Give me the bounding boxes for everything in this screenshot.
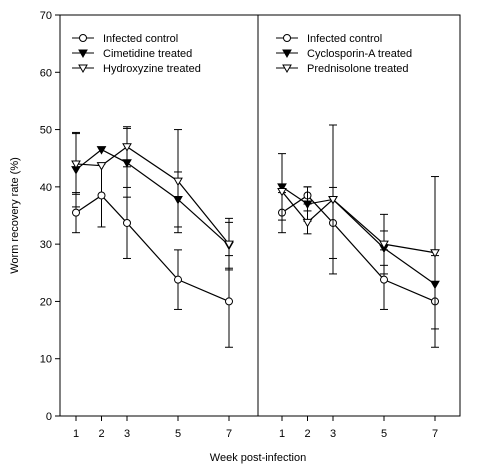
data-point-hydroxyzine-treated xyxy=(122,143,132,152)
y-tick-label: 50 xyxy=(40,125,52,137)
y-tick-label: 10 xyxy=(40,354,52,366)
legend-marker xyxy=(79,34,87,42)
data-point-prednisolone-treated xyxy=(430,249,440,258)
data-point-infected-control xyxy=(174,275,182,284)
legend-entry: Cimetidine treated xyxy=(103,48,192,60)
data-point-cyclosporin-a-treated xyxy=(277,183,287,192)
legend-marker xyxy=(282,64,292,74)
x-tick-label: 1 xyxy=(279,428,285,440)
legend-entry: Infected control xyxy=(103,33,178,45)
x-tick-label: 7 xyxy=(226,428,232,440)
legend-entry: Prednisolone treated xyxy=(307,63,409,75)
series-line-infected-control xyxy=(75,194,230,302)
legend-entry: Infected control xyxy=(307,33,382,45)
x-tick-label: 7 xyxy=(432,428,438,440)
y-tick-label: 30 xyxy=(40,239,52,251)
x-axis: 1 2 3 5 7 1 2 3 5 7 xyxy=(73,416,438,440)
data-point-infected-control xyxy=(123,218,131,227)
legend-entry: Cyclosporin-A treated xyxy=(307,48,412,60)
x-axis-label: Week post-infection xyxy=(210,452,306,464)
data-point-cyclosporin-a-treated xyxy=(302,200,313,210)
data-point-prednisolone-treated xyxy=(328,195,338,205)
data-point-infected-control xyxy=(380,275,388,284)
x-tick-label: 2 xyxy=(304,428,310,440)
y-tick-label: 0 xyxy=(46,411,52,423)
left-legend: Infected control Cimetidine treated Hydrox… xyxy=(72,33,201,75)
right-legend: Infected control Cyclosporin-A treated Pre… xyxy=(276,33,412,75)
data-point-infected-control xyxy=(97,191,106,200)
data-point-hydroxyzine-treated xyxy=(96,162,107,171)
data-point-hydroxyzine-treated xyxy=(224,240,234,250)
legend-marker xyxy=(78,49,88,59)
y-tick-label: 40 xyxy=(40,182,52,194)
legend-marker xyxy=(283,34,291,42)
data-point-infected-control xyxy=(72,208,80,217)
data-point-hydroxyzine-treated xyxy=(71,160,81,169)
data-point-prednisolone-treated xyxy=(302,218,313,228)
legend-marker xyxy=(78,64,88,74)
x-tick-label: 1 xyxy=(73,428,79,440)
y-tick-label: 60 xyxy=(40,67,52,79)
x-tick-label: 5 xyxy=(381,428,387,440)
x-tick-label: 2 xyxy=(98,428,104,440)
data-point-infected-control xyxy=(225,297,233,306)
x-tick-label: 3 xyxy=(124,428,130,440)
legend-marker xyxy=(282,49,292,59)
data-point-prednisolone-treated xyxy=(379,240,389,250)
right-panel-series xyxy=(277,124,440,348)
y-axis: 0 10 20 30 40 50 60 70 xyxy=(40,10,60,423)
data-point-hydroxyzine-treated xyxy=(173,177,183,187)
x-tick-label: 3 xyxy=(330,428,336,440)
y-tick-label: 70 xyxy=(40,10,52,22)
y-axis-label: Worm recovery rate (%) xyxy=(9,157,21,274)
data-point-cimetidine-treated xyxy=(96,146,107,155)
plot-frame xyxy=(59,14,461,417)
left-panel-series xyxy=(71,126,234,348)
x-tick-label: 5 xyxy=(175,428,181,440)
y-tick-label: 20 xyxy=(40,296,52,308)
legend-entry: Hydroxyzine treated xyxy=(103,63,201,75)
data-point-prednisolone-treated xyxy=(277,187,287,197)
